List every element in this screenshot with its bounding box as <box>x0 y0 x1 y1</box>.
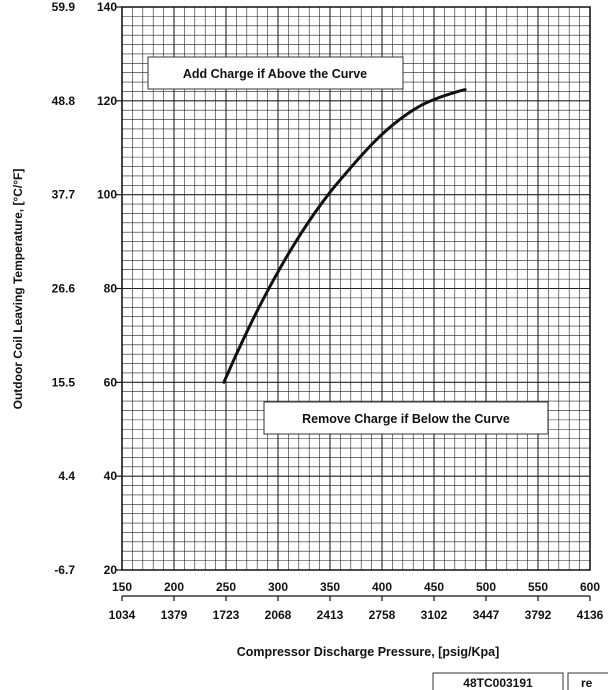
x-tick-label-kpa: 2068 <box>265 608 292 622</box>
x-tick-label-psig: 300 <box>268 580 288 594</box>
y-tick-label-f: 40 <box>104 469 118 483</box>
x-tick-label-kpa: 1379 <box>161 608 188 622</box>
y-tick-label-c: -6.7 <box>54 563 75 577</box>
y-tick-label-c: 59.9 <box>52 0 76 14</box>
x-tick-label-psig: 350 <box>320 580 340 594</box>
x-tick-label-kpa: 3102 <box>421 608 448 622</box>
x-tick-label-psig: 250 <box>216 580 236 594</box>
svg-text:re: re <box>581 676 593 690</box>
y-tick-label-c: 4.4 <box>58 469 75 483</box>
x-tick-label-psig: 450 <box>424 580 444 594</box>
charging-curve-line <box>222 88 467 384</box>
x-tick-label-kpa: 3792 <box>525 608 552 622</box>
y-tick-label-f: 120 <box>97 94 117 108</box>
y-tick-label-f: 140 <box>97 0 117 14</box>
footer-revision: re <box>567 672 608 690</box>
x-tick-label-psig: 150 <box>112 580 132 594</box>
footer-doc-id: 48TC003191 <box>432 672 564 690</box>
x-tick-label-psig: 600 <box>580 580 600 594</box>
x-tick-label-kpa: 1723 <box>213 608 240 622</box>
svg-text:48TC003191: 48TC003191 <box>463 676 533 690</box>
y-axis-label: Outdoor Coil Leaving Temperature, [°C/°F… <box>11 169 25 410</box>
x-tick-label-kpa: 1034 <box>109 608 136 622</box>
x-tick-label-kpa: 2413 <box>317 608 344 622</box>
x-tick-label-kpa: 2758 <box>369 608 396 622</box>
x-axis-label: Compressor Discharge Pressure, [psig/Kpa… <box>237 645 500 659</box>
x-tick-label-psig: 550 <box>528 580 548 594</box>
x-tick-label-kpa: 4136 <box>577 608 604 622</box>
y-tick-label-c: 26.6 <box>52 282 76 296</box>
y-axis: 20 -6.7 40 4.4 60 15.5 80 26.6 100 37.7 120 48.8 140… <box>52 0 122 577</box>
y-tick-label-c: 48.8 <box>52 94 76 108</box>
x-axis: 150 1034 200 1379 250 1723 300 2068 350 2413 400 27… <box>109 580 604 622</box>
x-tick-label-psig: 200 <box>164 580 184 594</box>
y-tick-label-f: 20 <box>104 563 118 577</box>
y-tick-label-c: 15.5 <box>52 375 76 389</box>
remove-charge-text: Remove Charge if Below the Curve <box>302 412 510 426</box>
x-tick-label-psig: 500 <box>476 580 496 594</box>
remove-charge-annotation: Remove Charge if Below the Curve <box>263 401 549 435</box>
x-tick-label-kpa: 3447 <box>473 608 500 622</box>
x-tick-label-psig: 400 <box>372 580 392 594</box>
y-tick-label-c: 37.7 <box>52 188 76 202</box>
y-tick-label-f: 60 <box>104 375 118 389</box>
add-charge-annotation: Add Charge if Above the Curve <box>147 56 404 90</box>
add-charge-text: Add Charge if Above the Curve <box>183 67 367 81</box>
y-tick-label-f: 100 <box>97 188 117 202</box>
y-tick-label-f: 80 <box>104 282 118 296</box>
